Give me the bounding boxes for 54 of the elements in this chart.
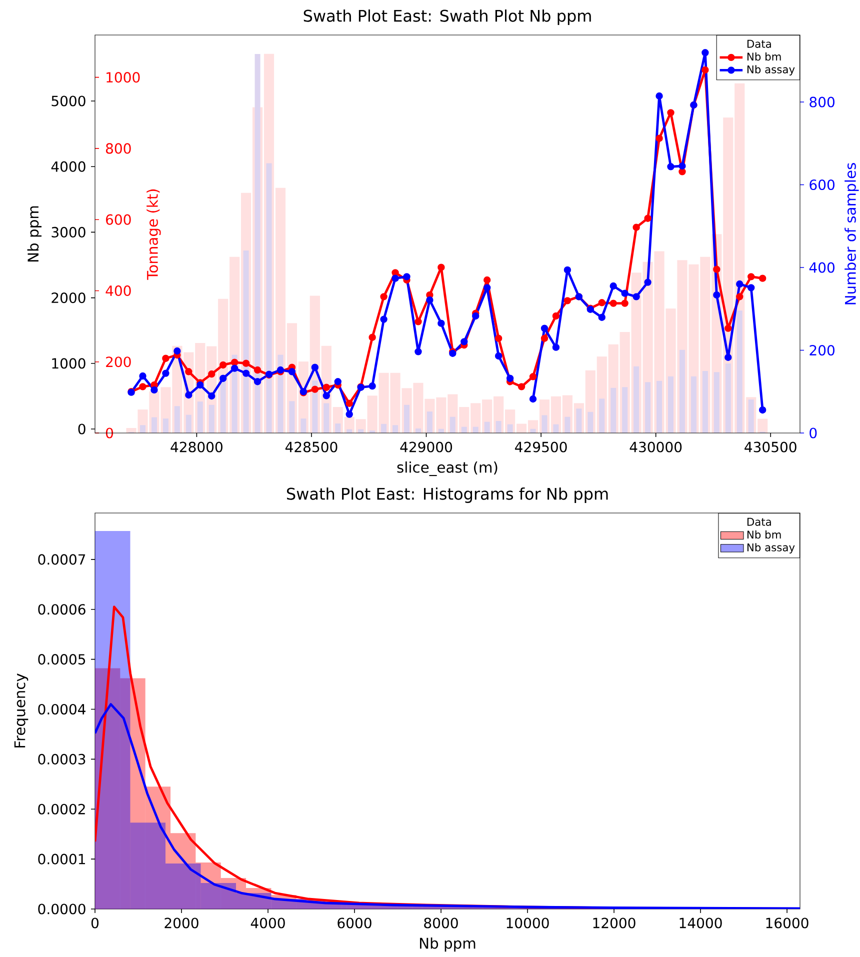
legend-title: Data [747,518,771,526]
chart-title: Swath Plot East: Histograms for Nb ppm [286,487,608,503]
x-tick-label: 10000 [506,918,549,928]
y3-tick-label: 600 [810,179,834,190]
y2-tick-label: 1000 [106,72,140,83]
x-tick-label: 0 [91,918,99,928]
y-tick-label: 0.0007 [38,554,86,565]
y-tick-label: 1000 [52,358,86,369]
x-tick-label: 429000 [400,442,452,452]
y3-tick-label: 200 [810,344,834,356]
legend-label: Nb bm [747,530,781,539]
x-tick-label: 428000 [170,442,222,452]
legend-label: Nb assay [747,65,795,76]
x-tick-label: 430000 [630,442,682,452]
y2-tick-label: 0 [106,428,114,438]
y3-tick-label: 0 [810,428,817,438]
y-tick-label: 0 [78,424,86,434]
y3-axis-title: Number of samples [844,163,859,304]
x-tick-label: 429500 [515,442,567,452]
x-tick-label: 6000 [338,918,372,928]
x-axis-title: Nb ppm [420,937,476,952]
legend-label: Nb bm [747,52,781,61]
y-axis-title: Frequency [14,674,28,748]
legend-label: Nb assay [747,543,795,554]
y-tick-label: 0.0001 [38,854,85,864]
y-axis-title: Nb ppm [27,206,42,262]
y-tick-label: 0.0005 [38,654,86,665]
y-tick-label: 0.0000 [38,904,86,914]
y-tick-label: 0.0002 [38,804,85,814]
y2-tick-label: 200 [106,356,131,368]
x-tick-label: 14000 [680,918,722,928]
x-tick-label: 8000 [424,918,458,928]
legend-title: Data [747,40,771,48]
y-tick-label: 0.0003 [38,754,86,764]
x-tick-label: 430500 [744,442,796,452]
y3-tick-label: 400 [809,262,834,273]
y2-tick-label: 800 [106,143,131,154]
y2-axis-title: Tonnage (kt) [146,189,161,280]
y-tick-label: 4000 [51,161,86,172]
y-tick-label: 2000 [52,292,86,304]
y-tick-label: 0.0004 [38,704,86,715]
y-tick-label: 0.0006 [38,604,86,615]
x-tick-label: 2000 [164,918,198,928]
y3-tick-label: 800 [810,96,834,108]
y2-tick-label: 400 [106,285,131,296]
y-tick-label: 5000 [52,96,86,106]
chart-title: Swath Plot East: Swath Plot Nb ppm [304,9,591,25]
x-tick-label: 4000 [250,918,285,928]
x-tick-label: 16000 [766,918,808,928]
y2-tick-label: 600 [106,214,131,225]
y-tick-label: 3000 [52,226,86,238]
x-axis-title: slice_east (m) [397,461,498,476]
x-tick-label: 12000 [593,918,636,928]
x-tick-label: 428500 [285,442,338,452]
